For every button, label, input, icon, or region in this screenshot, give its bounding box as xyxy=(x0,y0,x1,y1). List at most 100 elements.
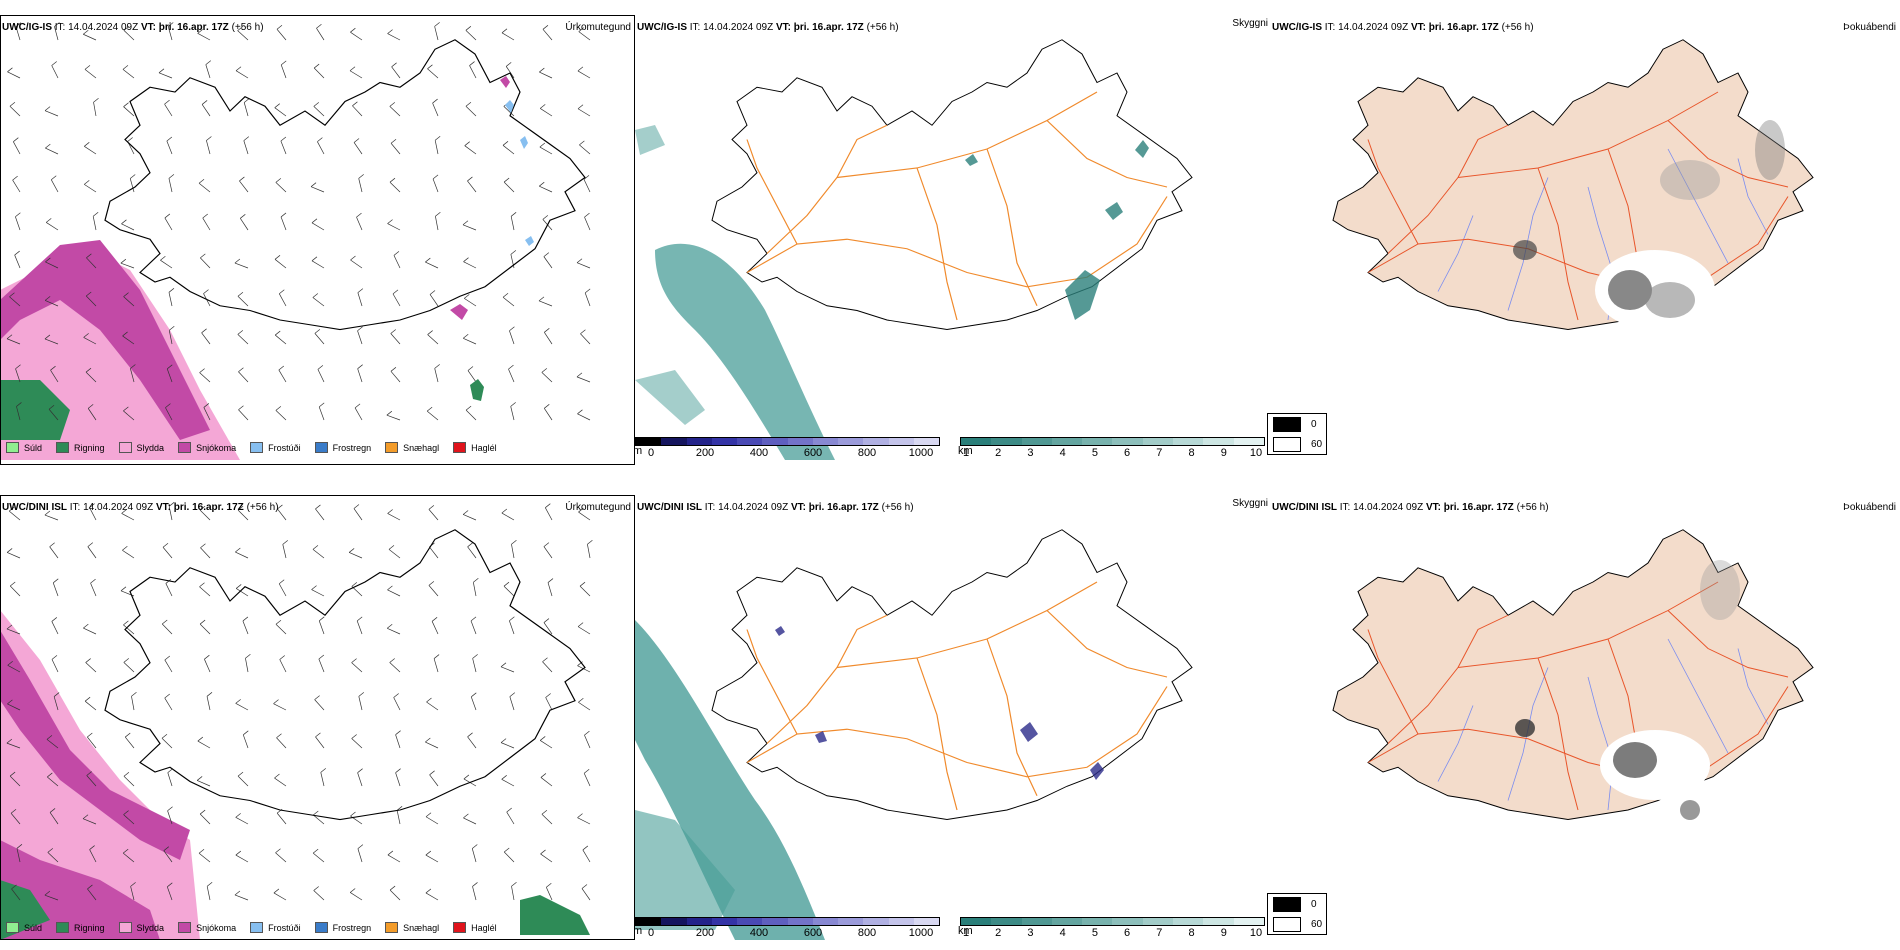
wind-barb-flag xyxy=(44,510,51,516)
low-visibility-sea xyxy=(635,620,825,940)
wind-barb xyxy=(166,886,173,901)
river-line xyxy=(1437,215,1474,292)
wind-barb-flag xyxy=(169,325,175,331)
wind-barb xyxy=(356,620,363,635)
colorbar-cell xyxy=(991,438,1022,445)
wind-barb xyxy=(51,65,59,79)
wind-barb xyxy=(503,106,515,117)
panel-header: UWC/DINI ISL IT: 14.04.2024 09Z VT: þri.… xyxy=(2,502,279,514)
colorbar-cell xyxy=(737,918,763,925)
model-name: UWC/DINI ISL xyxy=(2,502,67,513)
wind-barb-flag xyxy=(275,848,281,854)
wind-barb-flag xyxy=(275,406,282,411)
wind-barb xyxy=(54,26,59,41)
wind-barb-flag xyxy=(83,623,89,629)
road-line xyxy=(1046,120,1168,188)
wind-barb xyxy=(239,180,249,193)
wind-barb xyxy=(509,620,515,635)
wind-barb-flag xyxy=(44,334,51,340)
wind-barb xyxy=(123,624,135,635)
wind-barb xyxy=(350,259,363,269)
wind-barb xyxy=(122,852,135,863)
wind-barb-flag xyxy=(429,770,435,776)
wind-barb-flag xyxy=(539,67,545,73)
wind-barb-flag xyxy=(45,143,51,149)
colorbar-tick-label: 2 xyxy=(995,447,1002,459)
wind-barb-flag xyxy=(503,177,510,183)
wind-barb xyxy=(16,848,21,863)
wind-barb xyxy=(161,737,173,749)
panel-visibility-row2: UWC/DINI ISL IT: 14.04.2024 09Z VT: þri.… xyxy=(635,480,1270,950)
wind-barb xyxy=(389,181,401,193)
wind-barb xyxy=(352,105,363,117)
wind-barb xyxy=(158,72,173,79)
river-line xyxy=(1667,638,1729,754)
wind-barb xyxy=(464,298,477,307)
wind-barb xyxy=(242,620,249,635)
wind-barb xyxy=(197,780,211,787)
wind-barb-flag xyxy=(85,658,91,663)
wind-barb xyxy=(542,29,553,41)
iceland-land-fill xyxy=(1332,529,1814,820)
colorbar-cell xyxy=(1082,438,1113,445)
road-line xyxy=(1046,610,1168,678)
wind-barb-flag xyxy=(509,326,515,332)
it-value: 14.04.2024 09Z xyxy=(1353,502,1424,513)
wind-barb-flag xyxy=(198,848,205,854)
wind-barb-flag xyxy=(199,505,206,511)
wind-barb-flag xyxy=(429,290,436,295)
colorbar-cell xyxy=(636,918,662,925)
map-fog-row1 xyxy=(1332,39,1814,330)
wind-barb-flag xyxy=(472,844,478,849)
road-line xyxy=(986,638,1038,796)
wind-barb-flag xyxy=(202,213,208,219)
colorbar-cell xyxy=(737,438,763,445)
wind-barb xyxy=(123,106,135,117)
wind-barb-flag xyxy=(87,404,94,409)
wind-barb xyxy=(508,368,515,383)
wind-barb-flag xyxy=(122,545,128,551)
fog-legend-swatch xyxy=(1273,416,1301,432)
legend-swatch xyxy=(6,442,19,453)
wind-barb xyxy=(395,734,401,749)
wind-barb xyxy=(275,410,287,421)
colorbar-cell xyxy=(1051,918,1083,925)
wind-barb xyxy=(434,140,439,155)
wind-barb-flag xyxy=(587,539,593,545)
wind-barb-flag xyxy=(540,773,547,778)
wind-barb-flag xyxy=(357,768,363,773)
lead-time: (+56 h) xyxy=(1501,22,1534,33)
wind-barb xyxy=(199,813,211,825)
wind-barb-flag xyxy=(235,584,242,589)
wind-barb xyxy=(7,552,21,559)
wind-barb-flag xyxy=(395,768,401,773)
wind-barb xyxy=(123,814,135,825)
legend-item: Snæhagl xyxy=(385,442,439,453)
colorbar-cell xyxy=(1203,918,1234,925)
wind-barb-flag xyxy=(316,23,322,29)
wind-barb xyxy=(467,180,477,193)
wind-barb-flag xyxy=(577,622,584,627)
wind-barb-flag xyxy=(11,884,17,890)
colorbar-tick-label: 1000 xyxy=(908,447,934,459)
wind-barb-flag xyxy=(542,215,549,220)
wind-barb xyxy=(85,295,97,307)
wind-barb xyxy=(509,696,515,711)
colorbar-cell xyxy=(1021,438,1052,445)
wind-barb xyxy=(45,300,59,307)
wind-barb-flag xyxy=(351,734,357,739)
wind-barb xyxy=(500,666,515,673)
wind-barb xyxy=(543,546,553,559)
wind-barb-flag xyxy=(168,174,175,179)
wind-barb-flag xyxy=(579,581,586,587)
colorbar-tick-label: 6 xyxy=(1124,927,1131,939)
wind-barb xyxy=(587,544,591,559)
wind-barb-flag xyxy=(123,620,129,626)
wind-barb-flag xyxy=(123,26,130,31)
wind-barb-flag xyxy=(390,367,397,372)
wind-barb-flag xyxy=(82,814,89,820)
wind-barb xyxy=(45,147,59,155)
wind-barb xyxy=(49,812,59,825)
wind-barb xyxy=(167,772,173,787)
wind-barb xyxy=(51,659,59,673)
